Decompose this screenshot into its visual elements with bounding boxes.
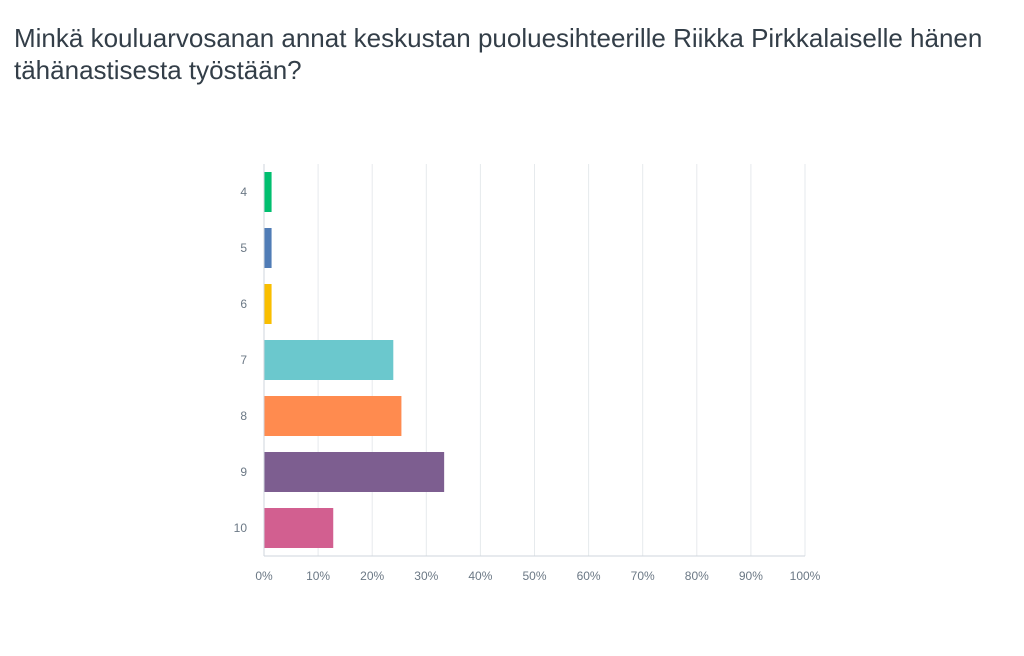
- bar-7[interactable]: [264, 340, 394, 380]
- x-tick-label: 100%: [790, 569, 821, 583]
- y-tick-label: 7: [240, 353, 247, 367]
- x-tick-label: 20%: [360, 569, 384, 583]
- bar-8[interactable]: [264, 396, 402, 436]
- y-tick-label: 9: [240, 465, 247, 479]
- x-tick-label: 80%: [685, 569, 709, 583]
- x-tick-label: 10%: [306, 569, 330, 583]
- x-tick-label: 40%: [468, 569, 492, 583]
- bar-5[interactable]: [264, 228, 272, 268]
- bar-10[interactable]: [264, 508, 334, 548]
- x-tick-label: 0%: [255, 569, 273, 583]
- bar-9[interactable]: [264, 452, 445, 492]
- x-tick-label: 30%: [414, 569, 438, 583]
- bar-4[interactable]: [264, 172, 272, 212]
- y-tick-label: 8: [240, 409, 247, 423]
- x-tick-label: 50%: [522, 569, 546, 583]
- y-axis-labels: 4 5 6 7 8 9 10: [234, 185, 248, 535]
- x-tick-label: 70%: [631, 569, 655, 583]
- grid-lines: [317, 164, 806, 556]
- bars: [264, 172, 445, 548]
- chart-title: Minkä kouluarvosanan annat keskustan puo…: [14, 23, 983, 85]
- x-tick-label: 90%: [739, 569, 763, 583]
- y-tick-label: 10: [234, 521, 248, 535]
- bar-6[interactable]: [264, 284, 272, 324]
- x-tick-label: 60%: [577, 569, 601, 583]
- y-tick-label: 4: [240, 185, 247, 199]
- x-axis-labels: 0% 10% 20% 30% 40% 50% 60% 70% 80% 90% 100%: [255, 569, 820, 583]
- y-tick-label: 5: [240, 241, 247, 255]
- y-tick-label: 6: [240, 297, 247, 311]
